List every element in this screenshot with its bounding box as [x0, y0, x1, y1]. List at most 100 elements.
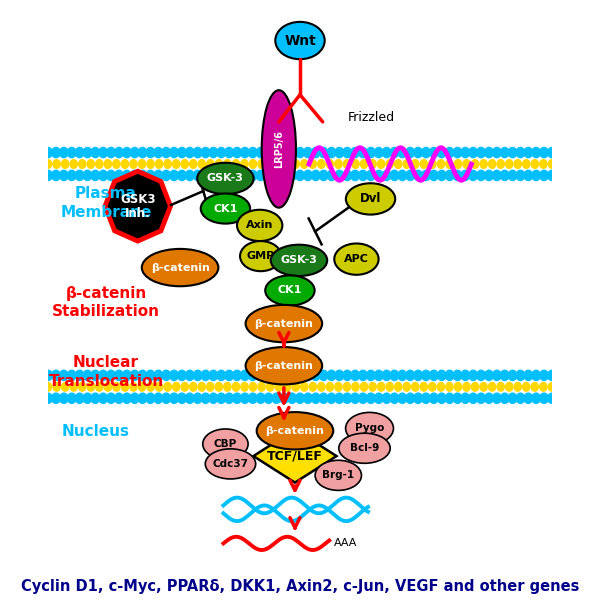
Circle shape	[79, 160, 86, 168]
Circle shape	[390, 393, 399, 404]
Circle shape	[95, 382, 103, 391]
Circle shape	[209, 148, 218, 158]
Ellipse shape	[346, 183, 395, 215]
Circle shape	[178, 171, 186, 180]
Circle shape	[115, 171, 123, 180]
Circle shape	[138, 148, 147, 158]
Circle shape	[52, 393, 60, 404]
Circle shape	[472, 382, 479, 391]
Circle shape	[548, 171, 556, 180]
Circle shape	[453, 148, 462, 158]
Circle shape	[83, 148, 92, 158]
Circle shape	[122, 171, 131, 180]
Circle shape	[217, 393, 226, 404]
Circle shape	[130, 160, 137, 168]
Circle shape	[343, 393, 352, 404]
Text: Inh.: Inh.	[125, 207, 151, 220]
Circle shape	[327, 171, 336, 180]
Circle shape	[232, 160, 239, 168]
Circle shape	[361, 160, 368, 168]
Circle shape	[516, 148, 525, 158]
Ellipse shape	[197, 163, 254, 194]
Circle shape	[422, 148, 430, 158]
Circle shape	[318, 382, 325, 391]
Circle shape	[59, 148, 68, 158]
Circle shape	[319, 370, 328, 381]
Circle shape	[44, 160, 52, 168]
Circle shape	[241, 393, 249, 404]
Circle shape	[83, 370, 92, 381]
Circle shape	[155, 160, 163, 168]
Circle shape	[198, 160, 205, 168]
Circle shape	[107, 171, 115, 180]
Circle shape	[139, 382, 146, 391]
Circle shape	[422, 393, 430, 404]
Circle shape	[524, 171, 533, 180]
Circle shape	[395, 382, 402, 391]
Circle shape	[532, 393, 541, 404]
Circle shape	[264, 171, 273, 180]
Circle shape	[193, 393, 202, 404]
Circle shape	[217, 171, 226, 180]
Circle shape	[445, 171, 454, 180]
Circle shape	[548, 148, 556, 158]
Circle shape	[548, 370, 556, 381]
Circle shape	[454, 382, 461, 391]
Ellipse shape	[334, 243, 379, 275]
Circle shape	[382, 393, 391, 404]
Circle shape	[304, 393, 312, 404]
Circle shape	[67, 148, 76, 158]
Circle shape	[130, 393, 139, 404]
Circle shape	[461, 171, 470, 180]
Circle shape	[198, 382, 205, 391]
Circle shape	[275, 382, 282, 391]
Ellipse shape	[257, 412, 333, 450]
Circle shape	[485, 370, 493, 381]
Circle shape	[461, 148, 470, 158]
Circle shape	[453, 171, 462, 180]
Circle shape	[367, 370, 375, 381]
Circle shape	[374, 393, 383, 404]
Text: GMP: GMP	[247, 251, 275, 261]
Circle shape	[301, 160, 308, 168]
Circle shape	[215, 382, 223, 391]
Circle shape	[83, 393, 92, 404]
Circle shape	[256, 393, 265, 404]
Circle shape	[437, 171, 446, 180]
Circle shape	[53, 382, 60, 391]
Circle shape	[548, 393, 556, 404]
Circle shape	[500, 148, 509, 158]
Circle shape	[62, 160, 69, 168]
Circle shape	[437, 370, 446, 381]
Ellipse shape	[339, 433, 390, 463]
Circle shape	[311, 148, 320, 158]
Text: CBP: CBP	[214, 439, 237, 449]
Circle shape	[524, 370, 533, 381]
Text: β-catenin: β-catenin	[151, 263, 209, 273]
Circle shape	[225, 370, 233, 381]
Text: GSK3: GSK3	[120, 193, 155, 206]
Circle shape	[301, 382, 308, 391]
Circle shape	[422, 171, 430, 180]
Circle shape	[138, 393, 147, 404]
Circle shape	[343, 160, 350, 168]
Circle shape	[477, 393, 485, 404]
Circle shape	[406, 148, 415, 158]
Circle shape	[130, 382, 137, 391]
Circle shape	[398, 393, 407, 404]
Circle shape	[162, 370, 170, 381]
Circle shape	[508, 148, 517, 158]
Circle shape	[107, 370, 115, 381]
Circle shape	[215, 160, 223, 168]
Ellipse shape	[265, 275, 314, 306]
Circle shape	[266, 160, 274, 168]
Circle shape	[104, 160, 112, 168]
Circle shape	[382, 370, 391, 381]
Circle shape	[232, 382, 239, 391]
Circle shape	[309, 160, 316, 168]
Circle shape	[524, 393, 533, 404]
Circle shape	[53, 160, 60, 168]
Circle shape	[493, 370, 501, 381]
Circle shape	[241, 148, 249, 158]
Circle shape	[241, 382, 248, 391]
